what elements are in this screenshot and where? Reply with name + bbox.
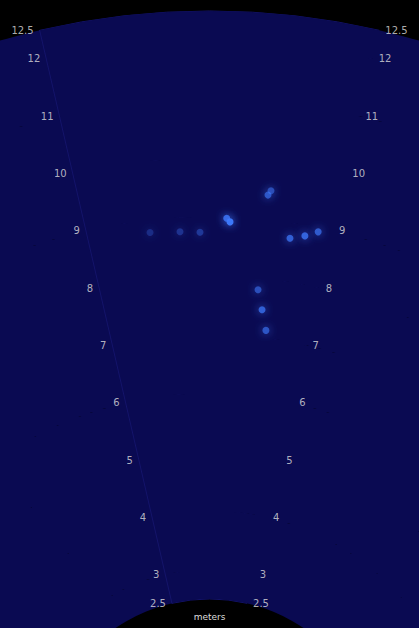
svg-text:3: 3: [153, 569, 159, 580]
svg-text:9: 9: [74, 225, 80, 236]
svg-text:8: 8: [326, 283, 332, 294]
svg-text:6: 6: [113, 397, 119, 408]
svg-text:7: 7: [313, 340, 319, 351]
svg-text:12.5: 12.5: [385, 25, 407, 36]
svg-text:2.5: 2.5: [150, 598, 166, 609]
svg-text:10: 10: [54, 168, 67, 179]
svg-text:10: 10: [352, 168, 365, 179]
svg-text:3: 3: [260, 569, 266, 580]
svg-text:6: 6: [299, 397, 305, 408]
svg-text:12: 12: [28, 53, 41, 64]
svg-text:9: 9: [339, 225, 345, 236]
svg-text:5: 5: [286, 455, 292, 466]
svg-text:5: 5: [126, 455, 132, 466]
svg-text:8: 8: [87, 283, 93, 294]
svg-text:11: 11: [41, 111, 54, 122]
svg-text:7: 7: [100, 340, 106, 351]
svg-text:12: 12: [379, 53, 392, 64]
svg-text:4: 4: [273, 512, 279, 523]
svg-text:11: 11: [365, 111, 378, 122]
svg-text:4: 4: [140, 512, 146, 523]
svg-text:12.5: 12.5: [11, 25, 33, 36]
svg-text:2.5: 2.5: [253, 598, 269, 609]
svg-text:meters: meters: [194, 612, 226, 622]
